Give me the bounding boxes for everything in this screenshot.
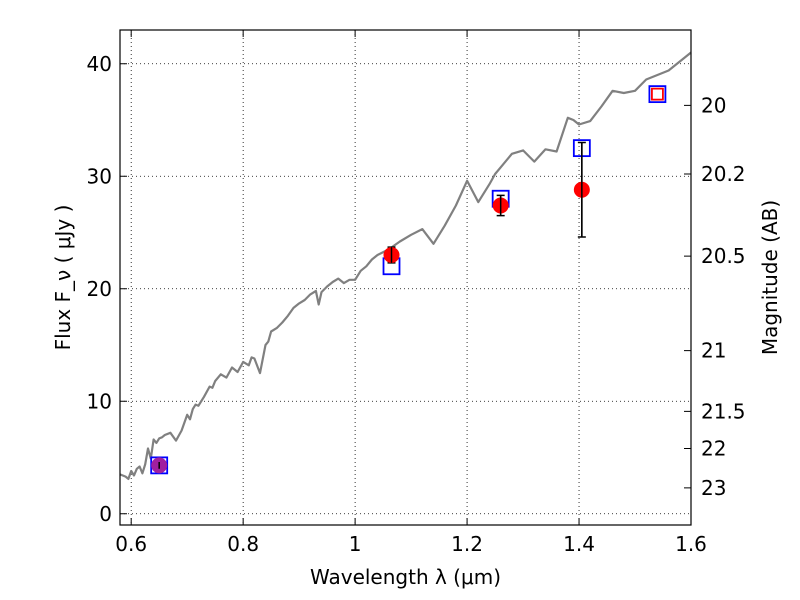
- y-tick-label: 40: [87, 52, 112, 76]
- x-tick-label: 1.4: [563, 532, 595, 556]
- plot-frame: [119, 29, 692, 526]
- y-tick-label: 30: [87, 164, 112, 188]
- axis-ticks: 0.6 0.8 1 1.2 1.4 1.6 0 10 20 30 40 20 20.2 20.5 21 21.…: [87, 30, 746, 556]
- y-axis-label: Flux F_ν ( μJy ): [51, 205, 75, 351]
- y-tick-label: 20: [87, 277, 112, 301]
- synthetic-inner-square: [651, 87, 664, 101]
- magnitude-tick-label: 20: [701, 93, 726, 117]
- y-tick-label: 10: [87, 389, 112, 413]
- model-spectrum-layer: [119, 51, 692, 480]
- x-tick-label: 1.2: [451, 532, 483, 556]
- x-tick-label: 0.6: [115, 532, 147, 556]
- magnitude-tick-label: 23: [701, 476, 726, 500]
- x-tick-label: 1.6: [675, 532, 707, 556]
- magnitude-tick-label: 21.5: [701, 399, 746, 423]
- y-tick-label: 0: [99, 502, 112, 526]
- model-spectrum-line: [119, 51, 692, 480]
- grid-lines: [120, 30, 692, 525]
- x-tick-label: 0.8: [227, 532, 259, 556]
- magnitude-tick-label: 20.2: [701, 162, 746, 186]
- x-tick-label: 1: [349, 532, 362, 556]
- magnitude-tick-label: 22: [701, 437, 726, 461]
- synthetic-square: [648, 85, 667, 104]
- magnitude-tick-label: 21: [701, 339, 726, 363]
- x-axis-label: Wavelength λ (μm): [310, 565, 501, 589]
- magnitude-tick-label: 20.5: [701, 244, 746, 268]
- data-markers: [150, 85, 667, 475]
- right-axis-label: Magnitude (AB): [758, 200, 782, 355]
